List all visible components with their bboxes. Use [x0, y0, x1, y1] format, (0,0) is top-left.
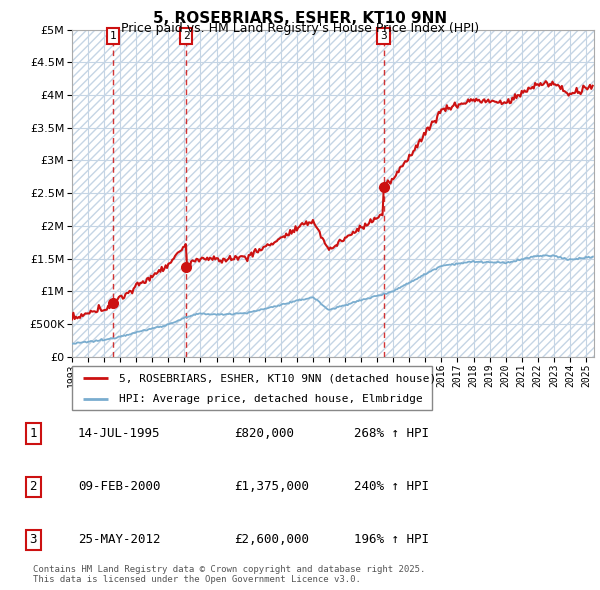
Text: 2: 2 [29, 480, 37, 493]
FancyBboxPatch shape [72, 366, 432, 410]
Text: £820,000: £820,000 [234, 427, 294, 440]
Text: £2,600,000: £2,600,000 [234, 533, 309, 546]
Text: 14-JUL-1995: 14-JUL-1995 [78, 427, 161, 440]
Text: 1: 1 [109, 31, 116, 41]
Text: Contains HM Land Registry data © Crown copyright and database right 2025.
This d: Contains HM Land Registry data © Crown c… [33, 565, 425, 584]
Text: 5, ROSEBRIARS, ESHER, KT10 9NN (detached house): 5, ROSEBRIARS, ESHER, KT10 9NN (detached… [119, 373, 436, 383]
Text: 240% ↑ HPI: 240% ↑ HPI [354, 480, 429, 493]
Text: 1: 1 [29, 427, 37, 440]
Text: 25-MAY-2012: 25-MAY-2012 [78, 533, 161, 546]
Text: 5, ROSEBRIARS, ESHER, KT10 9NN: 5, ROSEBRIARS, ESHER, KT10 9NN [153, 11, 447, 25]
Text: HPI: Average price, detached house, Elmbridge: HPI: Average price, detached house, Elmb… [119, 394, 422, 404]
Text: 3: 3 [29, 533, 37, 546]
Text: Price paid vs. HM Land Registry's House Price Index (HPI): Price paid vs. HM Land Registry's House … [121, 22, 479, 35]
Text: 196% ↑ HPI: 196% ↑ HPI [354, 533, 429, 546]
Text: 268% ↑ HPI: 268% ↑ HPI [354, 427, 429, 440]
Text: 3: 3 [380, 31, 387, 41]
Text: £1,375,000: £1,375,000 [234, 480, 309, 493]
Text: 2: 2 [183, 31, 190, 41]
Text: 09-FEB-2000: 09-FEB-2000 [78, 480, 161, 493]
